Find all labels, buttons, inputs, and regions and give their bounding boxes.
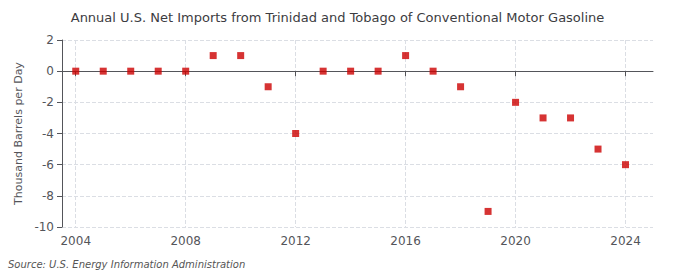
svg-text:2: 2 (46, 33, 54, 47)
svg-text:-4: -4 (42, 127, 54, 141)
svg-text:Annual U.S. Net Imports from T: Annual U.S. Net Imports from Trinidad an… (71, 10, 605, 25)
svg-text:2008: 2008 (170, 234, 201, 248)
svg-text:-6: -6 (42, 158, 54, 172)
svg-text:Source: U.S. Energy Informatio: Source: U.S. Energy Information Administ… (8, 259, 245, 270)
svg-text:-8: -8 (42, 189, 54, 203)
svg-text:-2: -2 (42, 95, 54, 109)
svg-text:2020: 2020 (500, 234, 531, 248)
svg-text:2016: 2016 (390, 234, 421, 248)
svg-text:-10: -10 (34, 220, 54, 234)
svg-text:2004: 2004 (60, 234, 91, 248)
svg-text:2024: 2024 (610, 234, 641, 248)
svg-text:0: 0 (46, 64, 54, 78)
svg-text:Thousand Barrels per Day: Thousand Barrels per Day (12, 62, 25, 206)
svg-text:2012: 2012 (280, 234, 311, 248)
